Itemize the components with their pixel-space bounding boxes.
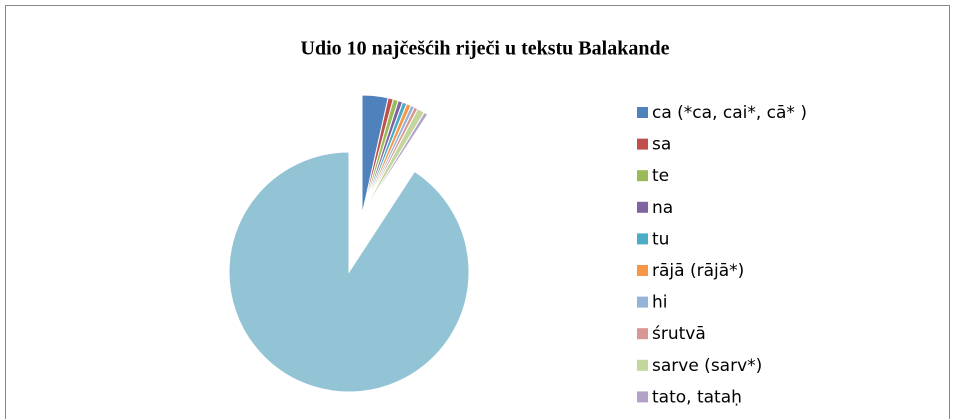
legend-swatch	[637, 201, 648, 213]
legend-swatch	[637, 265, 648, 276]
chart-title: Udio 10 najčešćih riječi u tekstu Balaka…	[301, 38, 670, 60]
chart-frame	[5, 5, 950, 419]
legend-swatch	[637, 233, 648, 245]
pie-slice	[361, 111, 429, 216]
legend-swatch	[637, 107, 648, 118]
legend-label: sa	[652, 135, 671, 155]
legend-swatch	[637, 170, 648, 182]
legend-label: te	[652, 166, 669, 186]
legend-label: śrutvā	[652, 324, 706, 344]
legend-label: hi	[652, 293, 668, 313]
legend-label: tu	[652, 229, 669, 249]
legend-swatch	[637, 391, 648, 403]
legend-label: tato, tataḥ	[652, 387, 742, 407]
legend-label: ca (*ca, cai*, cā* )	[652, 103, 807, 123]
legend-label: rājā (rājā*)	[652, 261, 744, 281]
legend-swatch	[637, 328, 648, 340]
legend-swatch	[637, 296, 648, 308]
legend-swatch	[637, 138, 648, 150]
legend-swatch	[637, 359, 648, 371]
legend-label: sarve (sarv*)	[652, 356, 762, 376]
legend-label: na	[652, 198, 673, 218]
pie-slice	[228, 151, 470, 393]
